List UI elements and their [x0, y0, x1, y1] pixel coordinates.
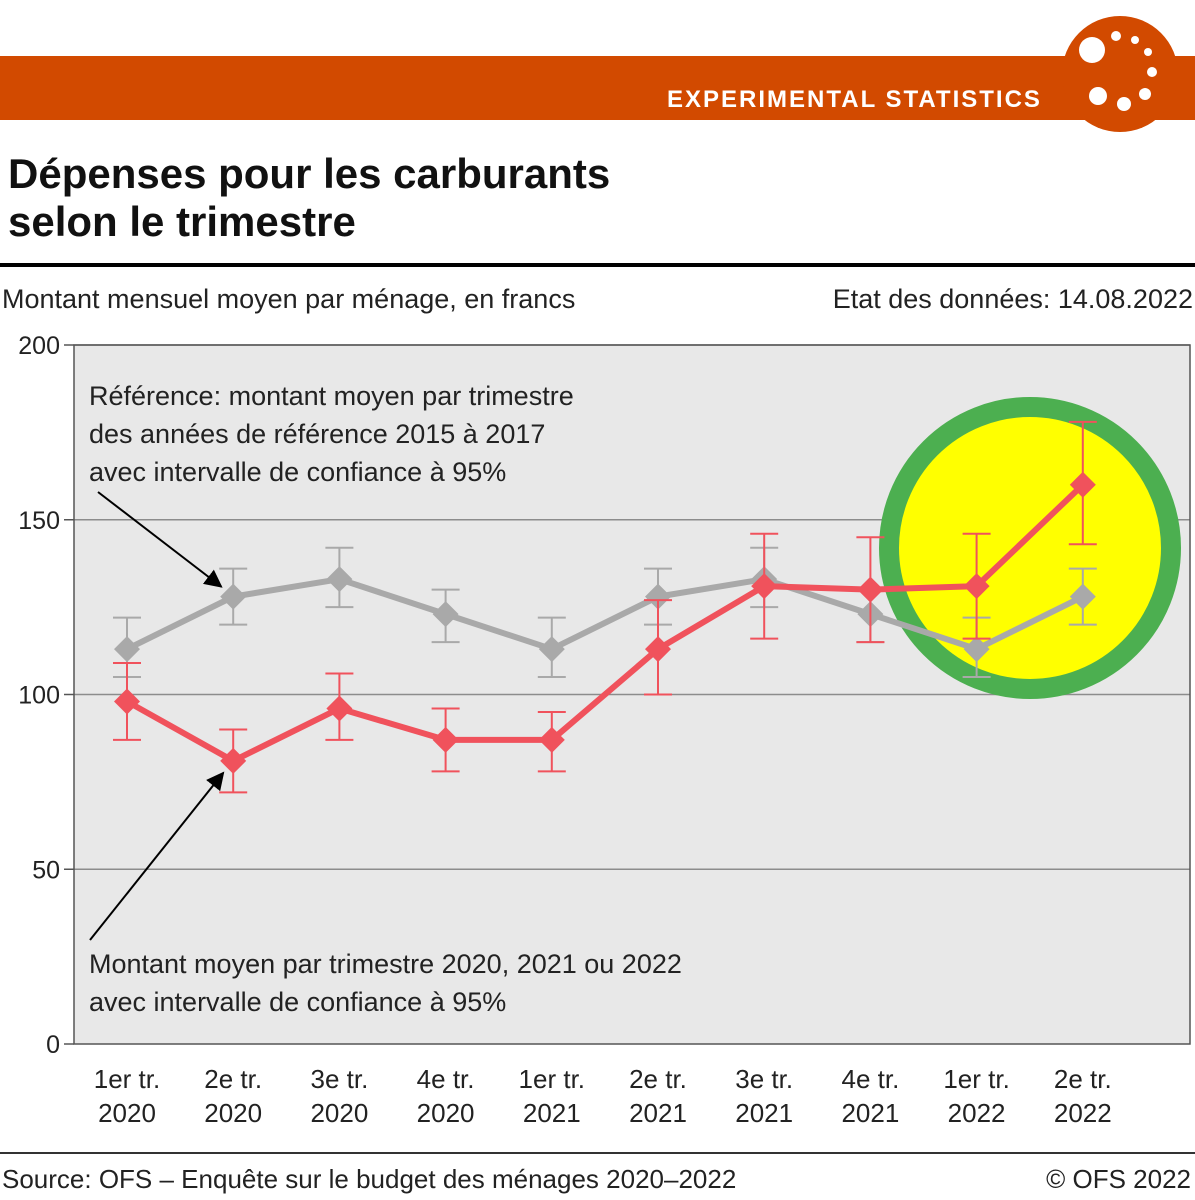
data-point-current: [645, 636, 671, 663]
title-divider: [0, 263, 1195, 267]
y-tick-label: 150: [18, 507, 60, 535]
footer-divider: [0, 1152, 1195, 1154]
x-tick-year: 2022: [948, 1098, 1006, 1128]
x-tick-label: 1er tr.: [519, 1064, 585, 1094]
y-tick-label: 100: [18, 682, 60, 710]
x-tick-year: 2021: [735, 1098, 793, 1128]
data-point-current: [326, 695, 353, 722]
title-line-1: Dépenses pour les carburants: [8, 150, 611, 197]
y-tick-label: 200: [18, 332, 60, 360]
y-tick-label: 50: [32, 856, 60, 884]
x-tick-year: 2020: [98, 1098, 156, 1128]
x-tick-label: 3e tr.: [735, 1064, 793, 1094]
x-tick-year: 2022: [1054, 1098, 1112, 1128]
fuel-expenses-chart: 0 50 100 150 200 1er tr. 2020 2e tr. 2020 3e tr. 2…: [18, 332, 1191, 1128]
experimental-banner: EXPERIMENTAL STATISTICS: [0, 56, 1195, 120]
series-line-current: [124, 481, 1086, 764]
series-line-reference: [124, 576, 1086, 653]
series-current: [113, 420, 1097, 794]
annotation-current-line: Montant moyen par trimestre 2020, 2021 o…: [89, 949, 682, 979]
data-point-reference: [538, 636, 565, 663]
data-point-current: [963, 573, 990, 600]
data-point-current: [432, 726, 459, 753]
annotation-arrow-current: [89, 771, 225, 941]
chart-subtitle: Montant mensuel moyen par ménage, en fra…: [2, 284, 576, 314]
x-tick-year: 2021: [523, 1098, 581, 1128]
data-point-current: [220, 747, 247, 774]
source-note: Source: OFS – Enquête sur le budget des …: [2, 1164, 737, 1194]
series-reference: [113, 546, 1097, 679]
annotation-reference-line: avec intervalle de confiance à 95%: [89, 457, 506, 487]
annotation-arrow-reference: [97, 491, 223, 588]
x-tick-label: 2e tr.: [204, 1064, 262, 1094]
x-tick-label: 2e tr.: [629, 1064, 687, 1094]
data-point-current: [751, 573, 778, 600]
annotation-current-line: avec intervalle de confiance à 95%: [89, 987, 506, 1017]
data-point-current: [857, 576, 884, 603]
experimental-logo-icon: [1062, 16, 1178, 132]
annotation-reference-line: des années de référence 2015 à 2017: [89, 419, 545, 449]
annotation-reference-line: Référence: montant moyen par trimestre: [89, 381, 574, 411]
banner-bar: [0, 56, 1195, 120]
copyright-note: © OFS 2022: [1046, 1164, 1191, 1194]
data-point-current: [538, 726, 565, 753]
title-line-2: selon le trimestre: [8, 198, 356, 245]
x-tick-year: 2020: [310, 1098, 368, 1128]
x-tick-label: 3e tr.: [310, 1064, 368, 1094]
x-tick-year: 2021: [841, 1098, 899, 1128]
data-point-reference: [114, 636, 140, 663]
x-tick-label: 1er tr.: [94, 1064, 160, 1094]
plot-frame: [73, 344, 1191, 1045]
x-tick-year: 2021: [629, 1098, 687, 1128]
data-point-reference: [220, 583, 247, 610]
x-tick-label: 4e tr.: [841, 1064, 899, 1094]
x-tick-label: 4e tr.: [417, 1064, 475, 1094]
y-tick-label: 0: [46, 1031, 60, 1059]
x-tick-label: 2e tr.: [1054, 1064, 1112, 1094]
x-tick-year: 2020: [204, 1098, 262, 1128]
data-date: Etat des données: 14.08.2022: [832, 284, 1193, 314]
data-point-reference: [1069, 583, 1096, 610]
data-point-reference: [645, 583, 671, 610]
x-tick-year: 2020: [417, 1098, 475, 1128]
highlight-circle: [879, 397, 1181, 699]
data-point-reference: [963, 636, 990, 663]
banner-label: EXPERIMENTAL STATISTICS: [667, 86, 1042, 113]
data-point-current: [1069, 471, 1096, 498]
page-title: Dépenses pour les carburants selon le tr…: [8, 150, 610, 246]
x-tick-label: 1er tr.: [943, 1064, 1009, 1094]
data-point-reference: [432, 601, 459, 628]
data-point-current: [114, 688, 140, 715]
